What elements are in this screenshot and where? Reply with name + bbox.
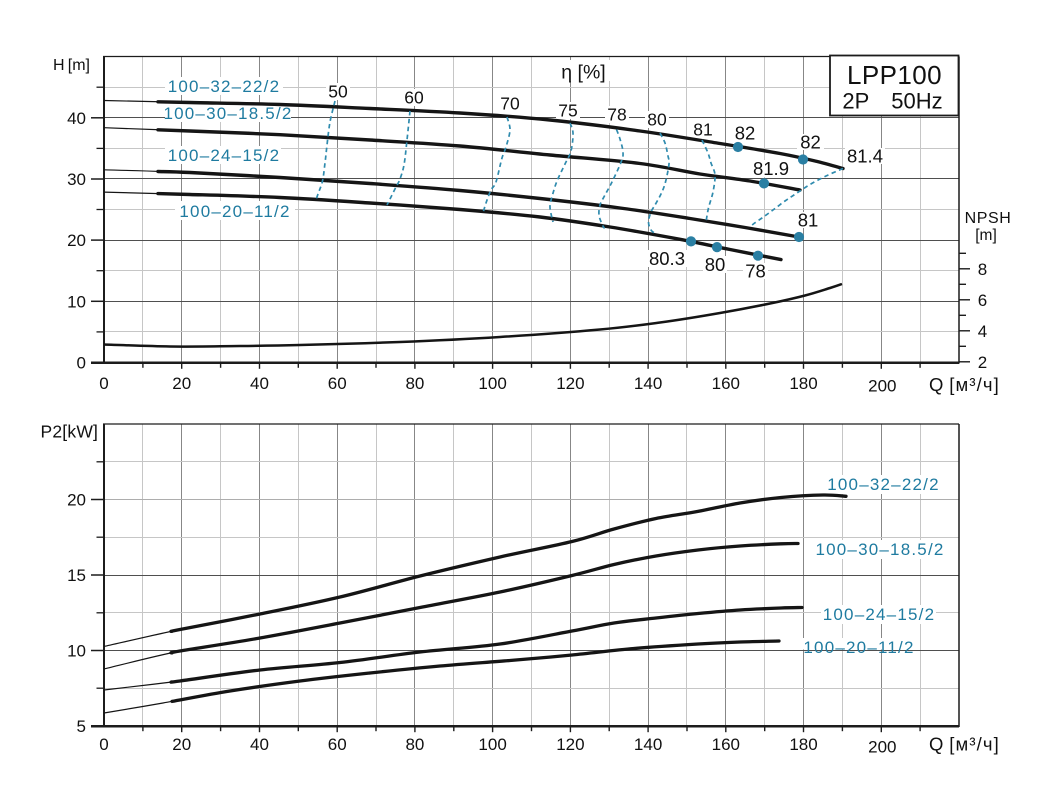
svg-text:40: 40 [250, 374, 269, 393]
svg-text:60: 60 [404, 88, 424, 108]
svg-text:78: 78 [607, 105, 626, 125]
svg-text:20: 20 [172, 735, 191, 754]
svg-text:81.9: 81.9 [753, 158, 789, 179]
svg-text:η [%]: η [%] [561, 62, 605, 84]
svg-text:100–32–22/2: 100–32–22/2 [168, 77, 280, 96]
svg-text:75: 75 [558, 101, 577, 121]
svg-text:100–20–11/2: 100–20–11/2 [803, 638, 914, 657]
svg-text:100–24–15/2: 100–24–15/2 [823, 605, 935, 624]
svg-text:[m]: [m] [975, 227, 997, 244]
svg-text:0: 0 [77, 354, 86, 373]
svg-text:0: 0 [99, 374, 108, 393]
svg-text:6: 6 [978, 291, 987, 310]
svg-text:80: 80 [405, 735, 424, 754]
svg-text:100: 100 [478, 735, 506, 754]
svg-text:20: 20 [67, 491, 86, 510]
svg-text:50: 50 [328, 82, 348, 102]
svg-text:2: 2 [978, 353, 987, 372]
svg-text:20: 20 [67, 231, 86, 250]
svg-text:160: 160 [712, 374, 740, 393]
svg-text:15: 15 [67, 566, 86, 585]
svg-text:100–30–18.5/2: 100–30–18.5/2 [163, 104, 292, 123]
svg-text:10: 10 [67, 292, 86, 311]
svg-text:80: 80 [647, 110, 667, 130]
svg-text:81.4: 81.4 [847, 146, 883, 167]
svg-text:200: 200 [868, 377, 896, 396]
svg-text:100: 100 [478, 374, 506, 393]
svg-text:100–30–18.5/2: 100–30–18.5/2 [815, 540, 944, 559]
svg-text:81: 81 [693, 120, 712, 140]
svg-text:60: 60 [328, 735, 347, 754]
svg-text:120: 120 [556, 735, 584, 754]
svg-text:NPSH: NPSH [965, 210, 1012, 227]
svg-text:Q [м³/ч]: Q [м³/ч] [929, 374, 1000, 395]
svg-text:80.3: 80.3 [649, 248, 685, 269]
svg-text:40: 40 [67, 109, 86, 128]
svg-text:40: 40 [250, 735, 269, 754]
svg-text:180: 180 [789, 374, 817, 393]
svg-text:LPP100: LPP100 [847, 60, 942, 90]
svg-text:20: 20 [172, 374, 191, 393]
svg-text:82: 82 [800, 132, 821, 153]
svg-text:P2[kW]: P2[kW] [41, 422, 99, 442]
svg-text:81: 81 [798, 210, 819, 231]
svg-text:140: 140 [634, 735, 662, 754]
svg-text:200: 200 [868, 738, 896, 757]
svg-text:180: 180 [789, 735, 817, 754]
svg-text:Q [м³/ч]: Q [м³/ч] [929, 734, 1000, 755]
svg-text:82: 82 [735, 123, 756, 144]
svg-text:2P 50Hz: 2P 50Hz [842, 89, 942, 114]
svg-text:H [m]: H [m] [53, 57, 90, 74]
svg-text:10: 10 [67, 642, 86, 661]
svg-text:4: 4 [978, 322, 987, 341]
svg-text:5: 5 [77, 717, 86, 736]
svg-text:30: 30 [67, 170, 86, 189]
svg-text:8: 8 [978, 260, 987, 279]
svg-text:70: 70 [500, 94, 520, 114]
svg-text:0: 0 [99, 735, 108, 754]
svg-text:140: 140 [634, 374, 662, 393]
svg-text:120: 120 [556, 374, 584, 393]
svg-text:100–32–22/2: 100–32–22/2 [827, 475, 939, 494]
svg-text:100–20–11/2: 100–20–11/2 [179, 202, 290, 221]
svg-text:80: 80 [705, 254, 726, 275]
svg-text:80: 80 [405, 374, 424, 393]
svg-text:160: 160 [712, 735, 740, 754]
svg-text:100–24–15/2: 100–24–15/2 [168, 146, 280, 165]
svg-text:78: 78 [745, 261, 766, 282]
svg-text:60: 60 [328, 374, 347, 393]
